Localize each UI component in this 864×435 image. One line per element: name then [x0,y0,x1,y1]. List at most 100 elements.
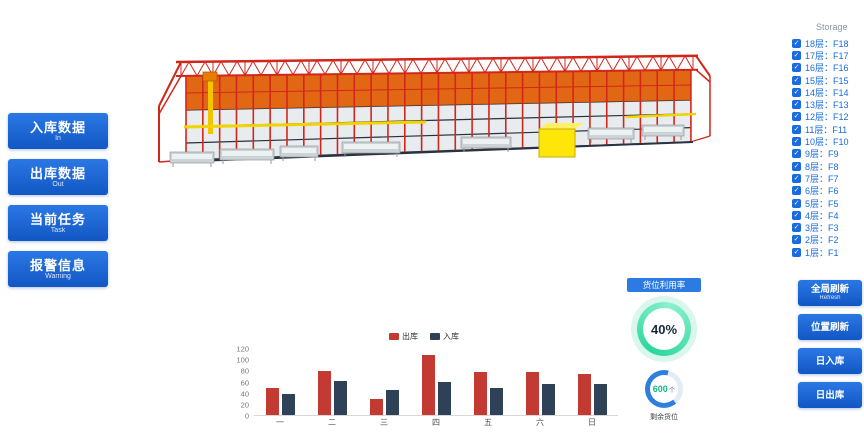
storage-item[interactable]: ✓ 18层：F18 [792,37,864,49]
left-button-2[interactable]: 当前任务 Task [8,205,108,241]
legend-item-1[interactable]: 入库 [430,331,459,342]
bar-入库[interactable] [385,389,399,415]
storage-item-label: 7层：F7 [805,173,839,184]
storage-item[interactable]: ✓ 17层：F17 [792,49,864,61]
checkbox-checked-icon[interactable]: ✓ [792,173,801,183]
checkbox-checked-icon[interactable]: ✓ [792,235,801,245]
storage-item[interactable]: ✓ 14层：F14 [792,86,864,98]
bar-出库[interactable] [265,387,279,415]
checkbox-checked-icon[interactable]: ✓ [792,161,801,171]
left-button-label: 出库数据 [29,165,86,181]
storage-item-label: 10层：F10 [805,137,849,148]
utilization-gauge: 40% [637,302,691,356]
right-button-3[interactable]: 日出库 [798,382,862,408]
storage-item[interactable]: ✓ 7层：F7 [792,172,864,184]
checkbox-checked-icon[interactable]: ✓ [792,75,801,85]
storage-item[interactable]: ✓ 13层：F13 [792,98,864,110]
bar-入库[interactable] [541,384,555,415]
legend-swatch-icon [389,333,399,340]
right-button-label: 日出库 [815,389,845,401]
storage-item[interactable]: ✓ 9层：F9 [792,148,864,160]
utilization-percent: 40% [650,321,678,337]
right-button-sublabel: Refresh [819,295,841,301]
storage-item[interactable]: ✓ 5层：F5 [792,197,864,209]
right-button-0[interactable]: 全局刷新 Refresh [798,280,862,306]
bar-出库[interactable] [473,372,487,415]
checkbox-checked-icon[interactable]: ✓ [792,247,801,257]
storage-item-label: 13层：F13 [805,100,849,111]
y-tick-label: 120 [236,344,249,354]
checkbox-checked-icon[interactable]: ✓ [792,124,801,134]
left-button-0[interactable]: 入库数据 In [8,113,108,149]
legend-label: 出库 [402,332,418,341]
checkbox-checked-icon[interactable]: ✓ [792,186,801,196]
left-button-3[interactable]: 报警信息 Warning [8,251,108,287]
storage-item[interactable]: ✓ 2层：F2 [792,234,864,246]
bar-出库[interactable] [421,354,435,415]
storage-item[interactable]: ✓ 1层：F1 [792,246,864,258]
left-button-1[interactable]: 出库数据 Out [8,159,108,195]
storage-title: Storage [816,22,848,32]
x-tick-label: 五 [484,418,492,427]
weekly-chart: 出库 入库 0 20 40 60 80 100 120 一 二 三 四 五 六 日 [230,331,618,431]
checkbox-checked-icon[interactable]: ✓ [792,38,801,48]
checkbox-checked-icon[interactable]: ✓ [792,149,801,159]
right-button-1[interactable]: 位置刷新 [798,314,862,340]
checkbox-checked-icon[interactable]: ✓ [792,137,801,147]
bar-出库[interactable] [317,371,331,415]
checkbox-checked-icon[interactable]: ✓ [792,63,801,73]
y-tick-label: 20 [240,400,249,410]
bar-入库[interactable] [489,387,503,415]
right-button-label: 位置刷新 [810,321,849,333]
x-tick-label: 四 [432,418,440,427]
y-tick-label: 60 [240,378,249,387]
legend-item-0[interactable]: 出库 [389,331,418,342]
left-button-sublabel: Task [50,226,66,234]
checkbox-checked-icon[interactable]: ✓ [792,223,801,233]
bar-入库[interactable] [281,394,295,415]
storage-item[interactable]: ✓ 11层：F11 [792,123,864,135]
legend-swatch-icon [430,333,440,340]
storage-item-label: 12层：F12 [805,112,849,123]
bar-出库[interactable] [525,372,539,415]
storage-item[interactable]: ✓ 3层：F3 [792,221,864,233]
right-button-2[interactable]: 日入库 [798,348,862,374]
bar-入库[interactable] [437,382,451,415]
storage-item-label: 14层：F14 [805,87,849,98]
storage-item-label: 1层：F1 [805,247,839,258]
chart-plot-area: 0 20 40 60 80 100 120 一 二 三 四 五 六 日 [230,345,618,431]
x-tick-label: 六 [536,418,544,427]
remaining-slots-gauge: 600 个 [645,370,683,408]
left-button-sublabel: Warning [45,272,71,280]
storage-panel: Storage ✓ 18层：F18 ✓ 17层：F17 ✓ 16层：F16 ✓ 15层：F15… [792,22,864,258]
utilization-panel: 货位利用率 40% 600 个 剩余货位 [627,278,701,422]
bar-出库[interactable] [577,374,591,415]
checkbox-checked-icon[interactable]: ✓ [792,112,801,122]
left-button-sublabel: Out [52,180,64,188]
storage-item-label: 17层：F17 [805,50,849,61]
chart-y-axis: 0 20 40 60 80 100 120 [230,345,252,421]
storage-item[interactable]: ✓ 6层：F6 [792,185,864,197]
storage-item[interactable]: ✓ 12层：F12 [792,111,864,123]
storage-item[interactable]: ✓ 8层：F8 [792,160,864,172]
warehouse-3d-view[interactable] [156,28,716,198]
bar-出库[interactable] [369,398,383,415]
storage-item[interactable]: ✓ 15层：F15 [792,74,864,86]
storage-item[interactable]: ✓ 16层：F16 [792,62,864,74]
checkbox-checked-icon[interactable]: ✓ [792,50,801,60]
storage-item-label: 6层：F6 [805,186,839,197]
left-button-label: 报警信息 [29,257,86,273]
storage-item[interactable]: ✓ 4层：F4 [792,209,864,221]
left-button-label: 当前任务 [29,211,86,227]
bar-入库[interactable] [593,384,607,415]
bar-入库[interactable] [333,380,347,415]
storage-item[interactable]: ✓ 10层：F10 [792,135,864,147]
checkbox-checked-icon[interactable]: ✓ [792,100,801,110]
checkbox-checked-icon[interactable]: ✓ [792,210,801,220]
checkbox-checked-icon[interactable]: ✓ [792,87,801,97]
checkbox-checked-icon[interactable]: ✓ [792,198,801,208]
y-tick-label: 40 [240,389,249,399]
bar-group: 六 [525,349,555,427]
storage-item-label: 3层：F3 [805,223,839,234]
